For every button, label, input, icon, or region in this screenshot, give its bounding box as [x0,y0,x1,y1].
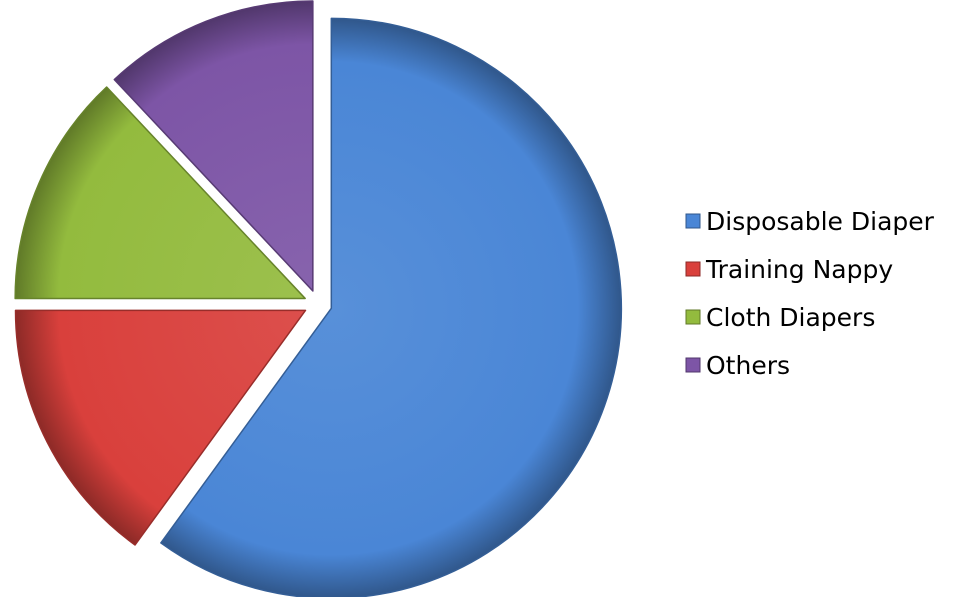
pie-slice-disposable-diaper [160,17,622,597]
pie-slice-cloth-diapers [14,86,306,300]
legend-label-cloth-diapers: Cloth Diapers [706,303,875,332]
legend-swatch-others [685,357,701,373]
legend-label-others: Others [706,351,790,380]
legend: Disposable Diaper Training Nappy Cloth Dia… [685,207,935,380]
pie-slices [14,0,622,597]
pie-slice-training-nappy [14,309,307,546]
legend-label-disposable-diaper: Disposable Diaper [706,207,935,236]
legend-label-training-nappy: Training Nappy [705,255,893,284]
pie-slice-others [113,0,314,292]
legend-swatch-disposable-diaper [685,213,701,229]
legend-swatch-cloth-diapers [685,309,701,325]
legend-swatch-training-nappy [685,261,701,277]
